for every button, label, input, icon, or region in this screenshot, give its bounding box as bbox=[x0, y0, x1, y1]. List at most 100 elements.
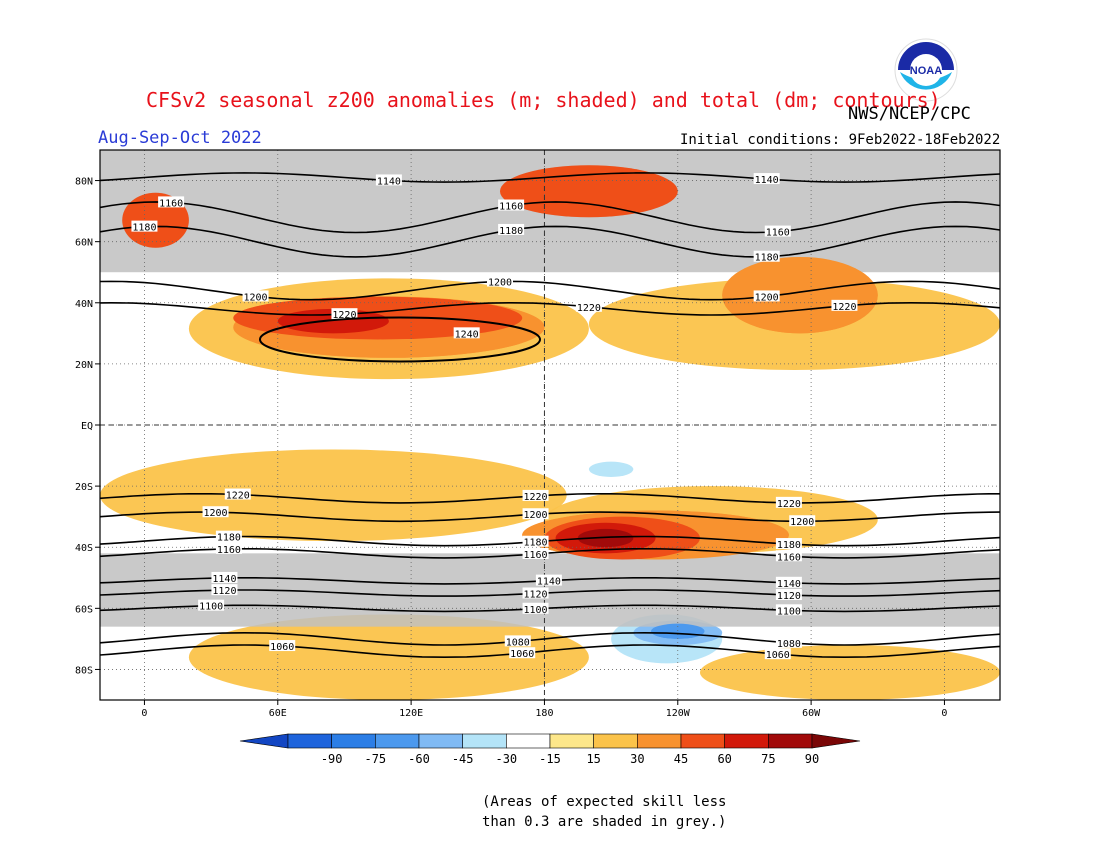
contour-label-bg bbox=[498, 223, 525, 235]
colorbar-tick-label: -75 bbox=[364, 752, 386, 766]
contour-label: 1160 bbox=[777, 552, 801, 563]
lat-tick-label: 60S bbox=[75, 604, 93, 615]
colorbar-tick-label: 60 bbox=[717, 752, 731, 766]
lat-tick-label: 60N bbox=[75, 238, 93, 249]
lat-tick-label: 80S bbox=[75, 665, 93, 676]
contour-label: 1080 bbox=[777, 639, 801, 650]
contour-label-bg bbox=[215, 530, 242, 542]
lon-tick-label: 0 bbox=[941, 708, 947, 719]
colorbar-swatch bbox=[637, 733, 682, 749]
contour-label-bg bbox=[764, 225, 791, 237]
contour-label-bg bbox=[522, 508, 549, 520]
contour-label-bg bbox=[522, 489, 549, 501]
chart-title: CFSv2 seasonal z200 anomalies (m; shaded… bbox=[146, 88, 941, 112]
contour-line bbox=[100, 201, 1000, 234]
contour-label-bg bbox=[215, 542, 242, 554]
lon-tick-label: 120W bbox=[666, 708, 691, 719]
colorbar-swatch bbox=[768, 733, 813, 749]
contour-label-bg bbox=[498, 199, 525, 211]
contour-label: 1180 bbox=[755, 253, 779, 264]
contour-label-bg bbox=[535, 574, 562, 586]
contour-label: 1200 bbox=[488, 278, 512, 289]
initial-conditions-label: Initial conditions: 9Feb2022-18Feb2022 bbox=[680, 132, 1001, 148]
contour-label-bg bbox=[753, 173, 780, 185]
colorbar-swatch bbox=[287, 733, 332, 749]
contour-label: 1180 bbox=[524, 538, 548, 549]
colorbar-tick-label: 75 bbox=[761, 752, 775, 766]
colorbar-swatch bbox=[593, 733, 638, 749]
colorbar-swatch bbox=[680, 733, 725, 749]
contour-label-bg bbox=[764, 648, 791, 660]
lat-tick-label: 40S bbox=[75, 543, 93, 554]
contour-label: 1140 bbox=[777, 579, 801, 590]
contour-line bbox=[100, 604, 1000, 613]
colorbar-swatch bbox=[418, 733, 463, 749]
contour-label: 1100 bbox=[777, 606, 801, 617]
colorbar-swatch bbox=[462, 733, 507, 749]
contour-label: 1100 bbox=[524, 605, 548, 616]
contour-label: 1060 bbox=[510, 649, 534, 660]
contour-label: 1120 bbox=[524, 589, 548, 600]
contour-label: 1160 bbox=[524, 550, 548, 561]
lat-tick-label: 20N bbox=[75, 360, 93, 371]
colorbar-arrow-low bbox=[239, 733, 289, 749]
lon-tick-label: 60W bbox=[802, 708, 821, 719]
contour-label-bg bbox=[775, 589, 802, 601]
contour-line bbox=[100, 535, 1000, 547]
contour-label: 1180 bbox=[217, 533, 241, 544]
contour-label-bg bbox=[775, 576, 802, 588]
contour-label: 1060 bbox=[766, 650, 790, 661]
colorbar-swatch bbox=[375, 733, 420, 749]
contour-label: 1200 bbox=[790, 517, 814, 528]
contour-label: 1220 bbox=[832, 302, 856, 313]
colorbar-tick-label: -15 bbox=[539, 752, 561, 766]
contour-line bbox=[100, 548, 1000, 559]
contour-label-bg bbox=[269, 640, 296, 652]
lat-tick-label: 80N bbox=[75, 177, 93, 188]
contour-label: 1120 bbox=[777, 591, 801, 602]
contour-label-bg bbox=[775, 636, 802, 648]
contour-label: 1220 bbox=[524, 492, 548, 503]
contour-label-bg bbox=[224, 488, 251, 500]
contour-label: 1160 bbox=[159, 198, 183, 209]
anomaly-region bbox=[588, 461, 634, 477]
agency-label: NWS/NCEP/CPC bbox=[848, 104, 971, 124]
contour-line bbox=[100, 225, 1000, 258]
lon-tick-label: 120E bbox=[399, 708, 423, 719]
lat-tick-label: 20S bbox=[75, 482, 93, 493]
noaa-logo: NOAA bbox=[894, 38, 958, 102]
contour-label: 1220 bbox=[577, 303, 601, 314]
skill-footnote: (Areas of expected skill less than 0.3 a… bbox=[482, 794, 727, 830]
anomaly-core bbox=[722, 256, 878, 334]
contour-label-bg bbox=[509, 647, 536, 659]
contour-label: 1080 bbox=[506, 637, 530, 648]
anomaly-region bbox=[188, 614, 589, 700]
contour-label: 1200 bbox=[524, 510, 548, 521]
anomaly-region bbox=[100, 449, 567, 542]
contour-label-bg bbox=[487, 275, 513, 287]
contour-label-bg bbox=[158, 196, 185, 208]
colorbar-swatch bbox=[506, 733, 551, 749]
colorbar-tick-label: 45 bbox=[674, 752, 688, 766]
contour-label: 1160 bbox=[499, 202, 523, 213]
contour-label-bg bbox=[775, 538, 802, 550]
contour-line bbox=[100, 631, 1000, 646]
contour-label: 1140 bbox=[537, 577, 561, 588]
season-label: Aug-Sep-Oct 2022 bbox=[98, 128, 262, 148]
logo-text: NOAA bbox=[910, 65, 942, 77]
contour-label-bg bbox=[522, 535, 549, 547]
contour-line bbox=[100, 589, 1000, 597]
contour-line bbox=[259, 316, 541, 363]
colorbar-tick-label: -60 bbox=[408, 752, 430, 766]
contour-label: 1180 bbox=[777, 540, 801, 551]
contour-label: 1100 bbox=[199, 602, 223, 613]
contour-label-bg bbox=[198, 599, 225, 611]
contour-label-bg bbox=[522, 587, 549, 599]
contour-label-bg bbox=[522, 547, 549, 559]
contour-label-bg bbox=[789, 515, 816, 527]
contour-label-bg bbox=[775, 604, 802, 616]
contour-label: 1200 bbox=[755, 292, 779, 303]
contour-label: 1140 bbox=[212, 574, 236, 585]
